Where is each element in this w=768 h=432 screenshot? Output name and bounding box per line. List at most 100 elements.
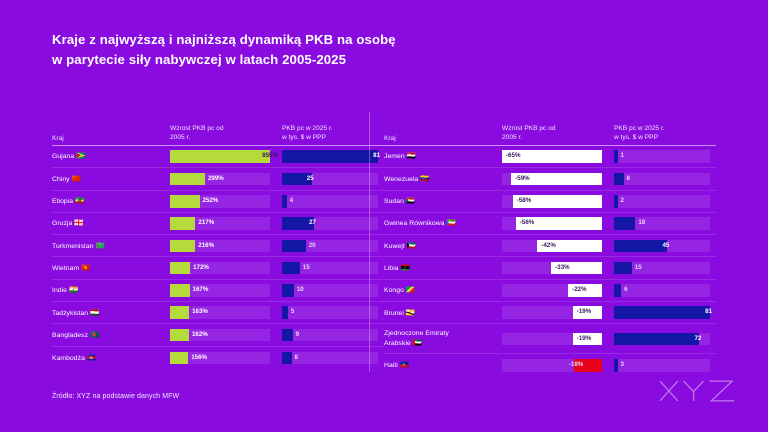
table-row: Chiny 🇨🇳 299% 25 bbox=[52, 168, 384, 191]
growth-value: -42% bbox=[541, 241, 556, 249]
bar-track bbox=[170, 261, 270, 275]
source-note: Źródło: XYZ na podstawie danych MFW bbox=[52, 393, 180, 400]
gdp-bar-fill bbox=[614, 194, 618, 208]
gdp-bar-cell: 15 bbox=[282, 261, 384, 275]
gdp-value: 4 bbox=[289, 196, 294, 204]
country-flag-icon: 🇦🇪 bbox=[412, 338, 422, 348]
gdp-value: 18 bbox=[638, 219, 646, 227]
growth-bar-fill bbox=[170, 306, 190, 320]
country-name: Gwinea Równikowa 🇬🇶 bbox=[384, 218, 456, 228]
growth-bar-fill bbox=[572, 332, 602, 346]
bar-track bbox=[614, 261, 710, 275]
table-row: Gujana 🇬🇾 855% 81 bbox=[52, 146, 384, 169]
growth-bar-cell: 172% bbox=[170, 261, 282, 275]
header-growth: Wzrost PKB pc od 2005 r. bbox=[170, 124, 224, 141]
growth-bar-cell: -56% bbox=[502, 217, 614, 230]
bar-track bbox=[614, 150, 710, 163]
country-flag-icon: 🇧🇩 bbox=[89, 329, 100, 339]
country-flag-icon: 🇹🇯 bbox=[90, 307, 100, 317]
gdp-value: 2 bbox=[620, 196, 624, 204]
gdp-bar-cell: 45 bbox=[614, 239, 716, 253]
growth-value: -59% bbox=[515, 174, 530, 182]
country-flag-icon: 🇬🇾 bbox=[76, 151, 86, 161]
tables-container: Kraj Wzrost PKB pc od 2005 r. PKB pc w 2… bbox=[52, 112, 716, 377]
growth-value: -18% bbox=[568, 361, 584, 369]
gdp-value: 6 bbox=[624, 286, 628, 294]
table-row: Zjednoczone Emiraty Arabskie 🇦🇪 -19% 72 bbox=[384, 324, 716, 355]
growth-value: 162% bbox=[191, 330, 208, 338]
gdp-value: 81 bbox=[705, 308, 712, 316]
growth-bar-cell: 216% bbox=[170, 239, 282, 253]
country-flag-icon: 🇮🇳 bbox=[68, 285, 79, 295]
panel-lowest-growth: Kraj Wzrost PKB pc od 2005 r. PKB pc w 2… bbox=[384, 112, 716, 377]
growth-value: -33% bbox=[555, 263, 570, 271]
bar-track bbox=[614, 359, 710, 372]
country-flag-icon: 🇰🇼 bbox=[406, 240, 416, 250]
country-name: Bangladesz 🇧🇩 bbox=[52, 329, 100, 339]
growth-bar-fill bbox=[170, 172, 205, 186]
growth-bar-fill bbox=[502, 150, 602, 163]
table-row: Kambodża 🇰🇭 156% 8 bbox=[52, 347, 384, 369]
gdp-bar-cell: 15 bbox=[614, 261, 716, 275]
country-flag-icon: 🇻🇪 bbox=[420, 173, 430, 183]
growth-bar-fill bbox=[512, 194, 602, 208]
gdp-value: 10 bbox=[296, 286, 304, 294]
gdp-bar-cell: 72 bbox=[614, 332, 716, 346]
gdp-bar-cell: 2 bbox=[614, 194, 716, 208]
country-flag-icon: 🇨🇬 bbox=[405, 285, 416, 295]
country-name: Turkmenistan 🇹🇲 bbox=[52, 240, 105, 250]
gdp-bar-fill bbox=[614, 332, 700, 346]
bar-track bbox=[170, 284, 270, 297]
gdp-bar-fill bbox=[614, 217, 636, 230]
gdp-bar-cell: 18 bbox=[614, 217, 716, 230]
growth-value: -65% bbox=[506, 152, 521, 160]
gdp-bar-fill bbox=[614, 172, 624, 186]
growth-bar-cell: 855% bbox=[170, 150, 282, 163]
table-row: Gwinea Równikowa 🇬🇶 -56% 18 bbox=[384, 213, 716, 236]
gdp-bar-cell: 1 bbox=[614, 150, 716, 163]
country-flag-icon: 🇧🇳 bbox=[405, 307, 416, 317]
table-row: Gruzja 🇬🇪 217% 27 bbox=[52, 213, 384, 236]
bar-track bbox=[614, 194, 710, 208]
header-gdp: PKB pc w 2025 r. w tys. $ w PPP bbox=[614, 124, 665, 141]
growth-value: 163% bbox=[192, 308, 208, 316]
gdp-bar-cell: 3 bbox=[614, 359, 716, 372]
growth-bar-cell: 252% bbox=[170, 194, 282, 208]
bar-track bbox=[282, 306, 378, 320]
country-name: Sudan 🇸🇩 bbox=[384, 196, 416, 206]
growth-bar-fill bbox=[170, 217, 196, 230]
xyz-logo bbox=[658, 378, 742, 404]
gdp-bar-fill bbox=[614, 359, 618, 372]
gdp-bar-fill bbox=[282, 150, 378, 163]
gdp-bar-cell: 27 bbox=[282, 217, 384, 230]
gdp-bar-fill bbox=[282, 328, 293, 342]
growth-value: -56% bbox=[519, 219, 535, 227]
gdp-bar-cell: 9 bbox=[282, 328, 384, 342]
gdp-value: 3 bbox=[620, 361, 624, 369]
gdp-bar-fill bbox=[282, 239, 306, 253]
growth-value: 216% bbox=[198, 241, 215, 249]
growth-bar-fill bbox=[170, 239, 196, 253]
gdp-bar-cell: 8 bbox=[614, 172, 716, 186]
country-name: Jemen 🇾🇪 bbox=[384, 151, 416, 161]
gdp-value: 15 bbox=[302, 263, 310, 271]
growth-value: 855% bbox=[262, 152, 278, 160]
bar-track bbox=[614, 172, 710, 186]
gdp-bar-fill bbox=[282, 284, 294, 297]
bar-track bbox=[170, 351, 270, 365]
country-name: Tadżykistan 🇹🇯 bbox=[52, 307, 100, 317]
country-name: Etiopia 🇪🇹 bbox=[52, 196, 85, 206]
growth-value: -19% bbox=[576, 334, 592, 342]
gdp-bar-cell: 10 bbox=[282, 284, 384, 297]
country-flag-icon: 🇪🇹 bbox=[75, 196, 85, 206]
growth-value: 156% bbox=[191, 353, 208, 361]
table-row: Libia 🇱🇾 -33% 15 bbox=[384, 257, 716, 280]
table-row: Wenezuela 🇻🇪 -59% 8 bbox=[384, 168, 716, 191]
country-name: Indie 🇮🇳 bbox=[52, 285, 79, 295]
growth-value: 167% bbox=[192, 286, 209, 294]
header-country: Kraj bbox=[52, 134, 64, 142]
bar-track bbox=[282, 284, 378, 297]
growth-bar-fill bbox=[572, 306, 602, 320]
table-row: Bangladesz 🇧🇩 162% 9 bbox=[52, 324, 384, 347]
table-row: Sudan 🇸🇩 -58% 2 bbox=[384, 191, 716, 213]
